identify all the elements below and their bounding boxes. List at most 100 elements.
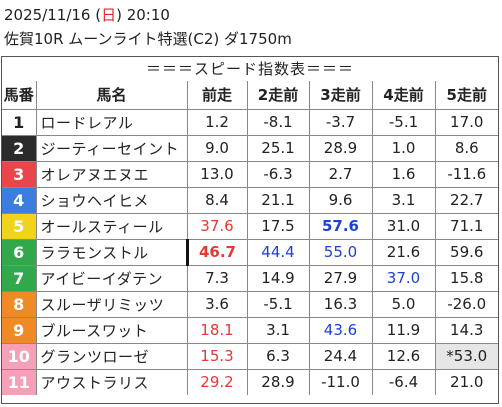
table-title: ＝＝＝スピード指数表＝＝＝ (2, 57, 498, 82)
speed-index-cell: 12.6 (371, 342, 436, 370)
table-row: 5 オールスティール 37.6 17.5 57.6 31.0 71.1 (2, 212, 498, 240)
speed-index-cell: 5.0 (371, 290, 436, 318)
date-prefix: 2025/11/16 ( (4, 6, 102, 24)
speed-index-cell: 18.1 (186, 316, 248, 344)
table-row: 9 ブルースワット 18.1 3.1 43.6 11.9 14.3 (2, 316, 498, 344)
speed-index-cell: -6.3 (246, 160, 310, 188)
speed-index-cell: 13.0 (186, 160, 248, 188)
table-row: 6 ララモンストル 46.7 44.4 55.0 21.6 59.6 (2, 238, 498, 266)
race-title: 佐賀10R ムーンライト特選(C2) ダ1750m (4, 30, 292, 48)
day-of-week: 日 (101, 6, 117, 24)
horse-number: 2 (2, 134, 37, 162)
table-row: 1 ロードレアル 1.2 -8.1 -3.7 -5.1 17.0 (2, 108, 498, 136)
speed-index-cell: 43.6 (308, 316, 373, 344)
speed-index-cell: 17.0 (434, 108, 498, 136)
speed-index-cell: 55.0 (308, 238, 373, 266)
speed-index-cell: 22.7 (434, 186, 498, 214)
speed-index-cell: 3.1 (246, 316, 310, 344)
speed-index-cell: -8.1 (246, 108, 310, 136)
table-row: 3 オレアヌエヌエ 13.0 -6.3 2.7 1.6 -11.6 (2, 160, 498, 188)
horse-name: ブルースワット (35, 316, 188, 344)
speed-index-cell: 2.7 (308, 160, 373, 188)
speed-index-cell: 6.3 (246, 342, 310, 370)
speed-index-cell: 37.6 (186, 212, 248, 240)
horse-number: 7 (2, 264, 37, 292)
table-body: 1 ロードレアル 1.2 -8.1 -3.7 -5.1 17.0 2 ジーティーセイント 9.0 2… (2, 108, 498, 395)
table-row: 8 スルーザリミッツ 3.6 -5.1 16.3 5.0 -26.0 (2, 290, 498, 318)
speed-index-cell: 21.0 (434, 368, 498, 395)
speed-index-cell: 1.2 (186, 108, 248, 136)
speed-index-cell: 1.6 (371, 160, 436, 188)
horse-name: オールスティール (35, 212, 188, 240)
speed-index-cell: -6.4 (371, 368, 436, 395)
horse-name: グランツローゼ (35, 342, 188, 370)
speed-index-cell: 17.5 (246, 212, 310, 240)
horse-name: アウストラリス (35, 368, 188, 395)
speed-index-cell: 3.1 (371, 186, 436, 214)
table-row: 2 ジーティーセイント 9.0 25.1 28.9 1.0 8.6 (2, 134, 498, 162)
horse-name: ロードレアル (35, 108, 188, 136)
col-header-last: 前走 (186, 81, 248, 110)
horse-name: ショウヘイヒメ (35, 186, 188, 214)
speed-index-cell: 28.9 (308, 134, 373, 162)
speed-index-cell: 15.3 (186, 342, 248, 370)
speed-index-table: 馬番 馬名 前走 2走前 3走前 4走前 5走前 1 ロードレアル 1.2 -8.1-… (2, 81, 498, 395)
horse-name: スルーザリミッツ (35, 290, 188, 318)
speed-index-cell: 8.4 (186, 186, 248, 214)
horse-number: 11 (2, 368, 37, 395)
speed-index-cell: 37.0 (371, 264, 436, 292)
date-suffix: ) 20:10 (116, 6, 170, 24)
speed-index-cell: -11.0 (308, 368, 373, 395)
speed-index-cell: 15.8 (434, 264, 498, 292)
speed-index-cell: 3.6 (186, 290, 248, 318)
speed-index-cell: 1.0 (371, 134, 436, 162)
speed-index-cell: *53.0 (434, 342, 498, 370)
horse-name: オレアヌエヌエ (35, 160, 188, 188)
speed-index-cell: 29.2 (186, 368, 248, 395)
horse-number: 8 (2, 290, 37, 318)
speed-index-cell: -5.1 (371, 108, 436, 136)
speed-index-cell: 27.9 (308, 264, 373, 292)
horse-number: 5 (2, 212, 37, 240)
speed-index-cell: 59.6 (434, 238, 498, 266)
speed-index-cell: 28.9 (246, 368, 310, 395)
col-header-4back: 4走前 (371, 81, 436, 110)
speed-index-cell: 44.4 (246, 238, 310, 266)
speed-index-cell: 24.4 (308, 342, 373, 370)
horse-name: アイビーイダテン (35, 264, 188, 292)
speed-index-cell: 14.9 (246, 264, 310, 292)
speed-index-cell: 21.1 (246, 186, 310, 214)
speed-index-cell: 8.6 (434, 134, 498, 162)
horse-number: 1 (2, 108, 37, 136)
speed-index-cell: -11.6 (434, 160, 498, 188)
speed-index-cell: 46.7 (185, 238, 248, 266)
table-row: 10 グランツローゼ 15.3 6.3 24.4 12.6 *53.0 (2, 342, 498, 370)
table-row: 4 ショウヘイヒメ 8.4 21.1 9.6 3.1 22.7 (2, 186, 498, 214)
speed-index-cell: -3.7 (308, 108, 373, 136)
horse-name: ララモンストル (35, 238, 188, 266)
col-header-2back: 2走前 (246, 81, 310, 110)
speed-index-cell: -5.1 (246, 290, 310, 318)
speed-index-cell: 9.0 (186, 134, 248, 162)
table-header-row: 馬番 馬名 前走 2走前 3走前 4走前 5走前 (2, 81, 498, 110)
speed-index-cell: 71.1 (434, 212, 498, 240)
table-row: 7 アイビーイダテン 7.3 14.9 27.9 37.0 15.8 (2, 264, 498, 292)
col-header-name: 馬名 (35, 81, 188, 110)
speed-index-cell: 31.0 (371, 212, 436, 240)
speed-index-cell: 11.9 (371, 316, 436, 344)
speed-index-cell: 57.6 (308, 212, 373, 240)
horse-number: 3 (2, 160, 37, 188)
speed-index-cell: -26.0 (434, 290, 498, 318)
horse-number: 6 (2, 238, 37, 266)
race-datetime: 2025/11/16 (日) 20:10 (4, 5, 170, 25)
horse-number: 10 (2, 342, 37, 370)
speed-index-cell: 9.6 (308, 186, 373, 214)
horse-number: 4 (2, 186, 37, 214)
col-header-5back: 5走前 (434, 81, 498, 110)
col-header-3back: 3走前 (308, 81, 373, 110)
speed-index-cell: 16.3 (308, 290, 373, 318)
col-header-number: 馬番 (2, 81, 37, 110)
speed-index-panel: ＝＝＝スピード指数表＝＝＝ 馬番 馬名 前走 2走前 3走前 4走前 5走前 1… (1, 56, 499, 404)
horse-name: ジーティーセイント (35, 134, 188, 162)
speed-index-cell: 21.6 (371, 238, 436, 266)
